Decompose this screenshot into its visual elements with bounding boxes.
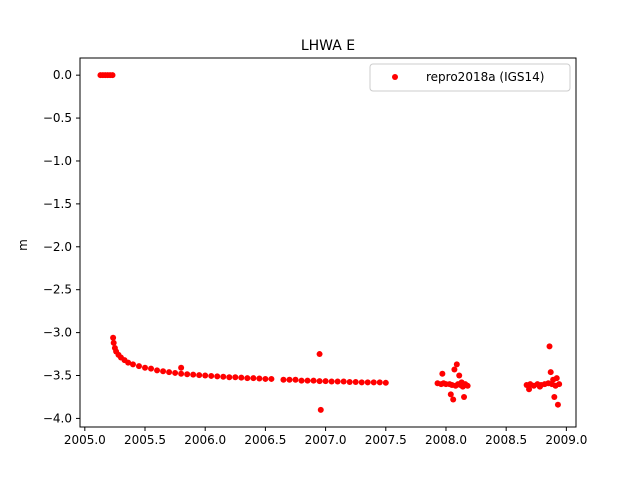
data-point: [551, 393, 558, 400]
data-point: [250, 375, 257, 382]
data-point: [129, 361, 136, 368]
data-point: [232, 374, 239, 381]
legend-marker: [392, 74, 398, 80]
data-point: [334, 378, 341, 385]
data-point: [382, 379, 389, 386]
data-point: [109, 72, 116, 79]
data-point: [226, 374, 233, 381]
data-point: [184, 371, 191, 378]
x-tick-label: 2009.0: [545, 433, 587, 447]
x-axis-ticks: 2005.0 2005.5 2006.0 2006.5 2007.0 2007.5 2008…: [64, 427, 587, 447]
data-point: [310, 377, 317, 384]
data-point: [178, 370, 185, 377]
data-point: [461, 393, 468, 400]
data-point: [536, 383, 543, 390]
data-point: [262, 375, 269, 382]
y-tick-label: −2.5: [43, 283, 72, 297]
x-tick-label: 2005.0: [64, 433, 106, 447]
data-point: [286, 376, 293, 383]
data-point: [340, 378, 347, 385]
x-tick-label: 2008.0: [425, 433, 467, 447]
data-point: [196, 372, 203, 379]
y-tick-label: −0.5: [43, 111, 72, 125]
data-point: [554, 401, 561, 408]
x-tick-label: 2007.5: [365, 433, 407, 447]
data-point: [346, 378, 353, 385]
data-point: [160, 368, 167, 375]
data-point: [316, 378, 323, 385]
data-point: [304, 377, 311, 384]
y-tick-label: −1.5: [43, 197, 72, 211]
data-point: [526, 386, 533, 393]
data-point: [190, 371, 197, 378]
data-point: [244, 375, 251, 382]
data-point: [316, 351, 323, 358]
data-point: [154, 367, 161, 374]
data-point: [292, 376, 299, 383]
y-tick-label: 0.0: [53, 68, 72, 82]
data-point: [458, 379, 465, 386]
data-point: [208, 372, 215, 379]
data-point: [322, 378, 329, 385]
data-point: [447, 391, 454, 398]
data-point: [358, 379, 365, 386]
data-point: [364, 379, 371, 386]
data-point: [148, 365, 155, 372]
data-point: [439, 370, 446, 377]
x-tick-label: 2005.5: [124, 433, 166, 447]
y-axis-ticks: 0.0 −0.5 −1.0 −1.5 −2.0 −2.5 −3.0 −3.5 −4.0: [43, 68, 80, 425]
data-point: [268, 375, 275, 382]
data-point: [280, 376, 287, 383]
y-tick-label: −1.0: [43, 154, 72, 168]
y-tick-label: −4.0: [43, 411, 72, 425]
data-point: [451, 366, 458, 373]
data-point: [142, 364, 149, 371]
y-axis-label: m: [16, 239, 30, 251]
data-point: [110, 334, 117, 341]
data-point: [556, 381, 563, 388]
data-point: [178, 364, 185, 371]
y-tick-label: −3.0: [43, 326, 72, 340]
legend-box: [369, 63, 571, 92]
legend: repro2018a (IGS14): [369, 63, 571, 92]
y-tick-label: −3.5: [43, 369, 72, 383]
data-point: [464, 382, 471, 389]
data-point: [317, 406, 324, 413]
x-tick-label: 2006.0: [184, 433, 226, 447]
data-point: [376, 379, 383, 386]
data-point: [298, 377, 305, 384]
data-point: [110, 339, 117, 346]
data-point: [172, 369, 179, 376]
data-point: [166, 369, 173, 376]
chart-title: LHWA E: [301, 38, 355, 54]
data-point: [547, 369, 554, 376]
data-points: [97, 72, 563, 413]
data-point: [135, 363, 142, 370]
x-tick-label: 2007.0: [305, 433, 347, 447]
x-tick-label: 2008.5: [485, 433, 527, 447]
y-tick-label: −2.0: [43, 240, 72, 254]
data-point: [202, 372, 209, 379]
data-point: [456, 372, 463, 379]
data-point: [256, 375, 263, 382]
plot-frame: [79, 57, 577, 428]
data-point: [220, 373, 227, 380]
legend-label: repro2018a (IGS14): [426, 70, 544, 84]
data-point: [125, 359, 132, 366]
x-tick-label: 2006.5: [244, 433, 286, 447]
data-point: [553, 375, 560, 382]
data-point: [328, 378, 335, 385]
data-point: [370, 379, 377, 386]
data-point: [546, 343, 553, 350]
data-point: [214, 373, 221, 380]
data-point: [352, 378, 359, 385]
data-point: [450, 396, 457, 403]
data-point: [453, 361, 460, 368]
data-point: [238, 374, 245, 381]
